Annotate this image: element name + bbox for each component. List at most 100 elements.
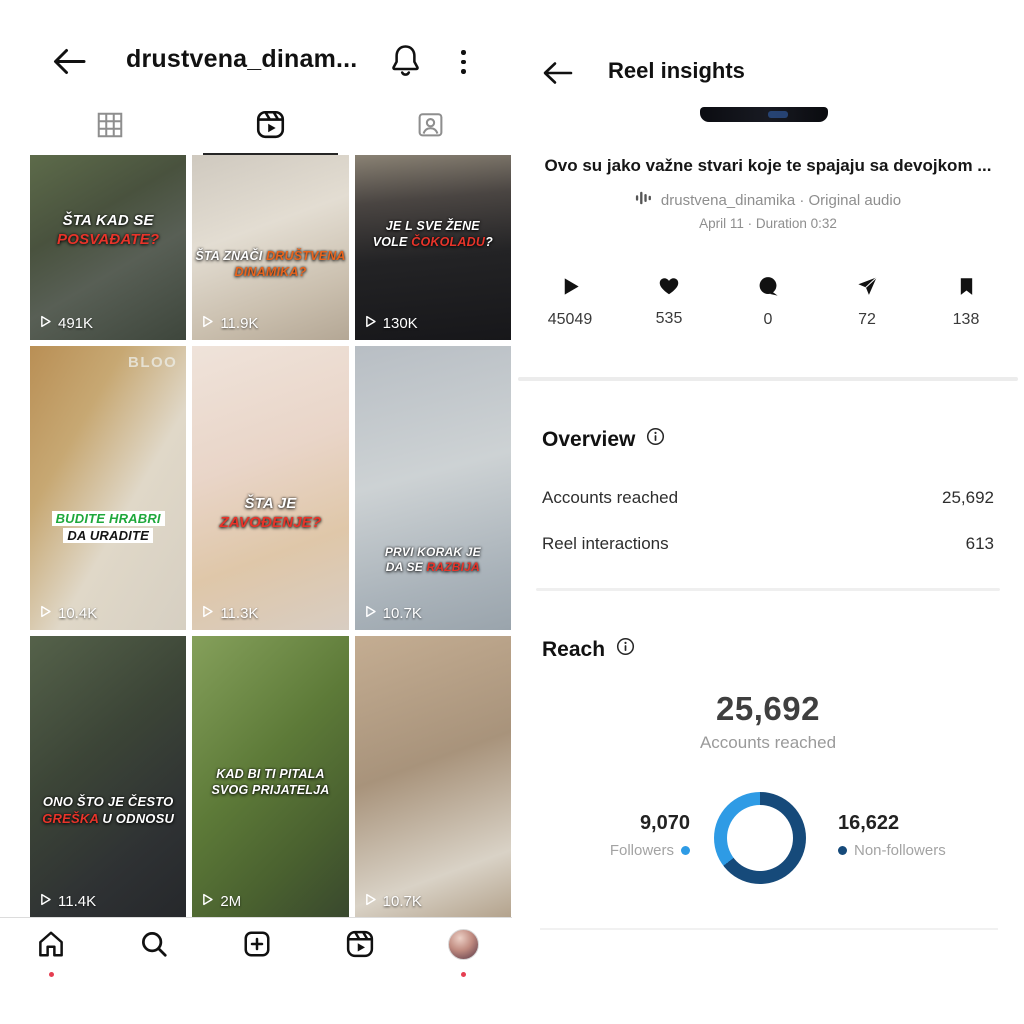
reels-icon xyxy=(255,109,286,145)
profile-avatar xyxy=(447,929,479,960)
notifications-bell-icon[interactable] xyxy=(390,44,421,82)
reel-view-count: 491K xyxy=(39,315,93,332)
stat-comment: 0 xyxy=(740,275,796,329)
stat-value: 0 xyxy=(763,311,773,328)
followers-dot xyxy=(681,846,690,855)
overview-row: Reel interactions 613 xyxy=(542,534,994,554)
notification-dot xyxy=(48,972,54,977)
overview-row-value: 25,692 xyxy=(942,488,994,507)
reel-thumbnail[interactable]: BUDITE HRABRI DA URADITE BLOO 10.4K xyxy=(30,346,187,630)
play-outline-icon xyxy=(364,893,377,910)
reel-thumbnail[interactable]: PRVI KORAK JE DA SE RAZBIJA 10.7K xyxy=(354,346,511,630)
reach-heading: Reach xyxy=(542,637,635,662)
play-icon xyxy=(559,275,582,303)
audio-label: drustvena_dinamika · Original audio xyxy=(660,191,902,209)
reel-view-count: 11.3K xyxy=(201,605,258,622)
tab-grid[interactable] xyxy=(30,100,190,154)
search-icon xyxy=(139,929,169,964)
overview-rows: Accounts reached 25,692 Reel interactions 6… xyxy=(542,488,994,580)
reel-caption-overlay: ŠTA ZNAČI DRUŠTVENA DINAMIKA? xyxy=(195,248,346,279)
heart-icon xyxy=(657,275,681,302)
overview-row-value: 613 xyxy=(965,534,994,553)
divider xyxy=(540,928,998,930)
stat-share: 72 xyxy=(839,275,895,329)
divider xyxy=(0,917,512,918)
reel-thumbnail[interactable]: ŠTA ZNAČI DRUŠTVENA DINAMIKA? 11.9K xyxy=(192,155,349,340)
reel-thumbnail[interactable]: JE L SVE ŽENE VOLE ČOKOLADU? 130K xyxy=(354,155,511,340)
reel-caption-overlay: ONO ŠTO JE ČESTO GREŠKA U ODNOSU xyxy=(42,793,175,826)
reel-view-count: 10.4K xyxy=(39,605,97,622)
reach-donut-chart xyxy=(714,792,806,884)
nav-reels[interactable] xyxy=(337,924,383,982)
stat-value: 535 xyxy=(655,310,683,327)
play-outline-icon xyxy=(364,315,377,332)
reel-view-count: 11.4K xyxy=(39,893,96,910)
reel-view-count: 2M xyxy=(201,893,241,910)
reel-caption-overlay: BUDITE HRABRI DA URADITE xyxy=(33,510,183,545)
legend-followers: 9,070 Followers xyxy=(560,812,690,859)
legend-non-followers: 16,622 Non-followers xyxy=(838,812,998,859)
stat-value: 45049 xyxy=(547,311,593,328)
reel-caption-overlay: JE L SVE ŽENE VOLE ČOKOLADU? xyxy=(372,218,493,250)
non-followers-dot xyxy=(838,846,847,855)
reels-icon xyxy=(345,929,375,964)
create-post-icon xyxy=(242,929,272,964)
stat-bookmark: 138 xyxy=(938,275,994,329)
non-followers-value: 16,622 xyxy=(838,812,900,834)
share-icon xyxy=(856,275,879,303)
reel-thumbnail[interactable]: ONO ŠTO JE ČESTO GREŠKA U ODNOSU 11.4K xyxy=(30,636,187,918)
info-icon[interactable] xyxy=(646,427,665,452)
nav-create[interactable] xyxy=(234,924,280,982)
notification-dot xyxy=(460,972,466,977)
stat-value: 72 xyxy=(858,311,876,328)
grid-icon xyxy=(95,110,125,145)
reel-date-duration: April 11 · Duration 0:32 xyxy=(699,216,837,231)
reel-insights-screen: Reel insights Ovo su jako važne stvari k… xyxy=(512,0,1024,1024)
play-outline-icon xyxy=(201,605,214,622)
tab-reels[interactable] xyxy=(190,100,350,155)
home-icon xyxy=(36,929,66,964)
stat-play: 45049 xyxy=(542,275,598,329)
reel-thumbnail[interactable]: KAD BI TI PITALA SVOG PRIJATELJA 2M xyxy=(192,636,349,918)
overview-heading: Overview xyxy=(542,427,665,452)
info-icon[interactable] xyxy=(616,637,635,662)
play-outline-icon xyxy=(364,605,377,622)
divider xyxy=(536,588,1000,591)
overview-row-label: Accounts reached xyxy=(542,488,679,507)
play-outline-icon xyxy=(39,315,52,332)
profile-title: drustvena_dinam... xyxy=(126,45,358,73)
reel-thumbnail[interactable]: 10.7K xyxy=(354,636,511,918)
more-options-icon[interactable] xyxy=(461,50,466,74)
nav-search[interactable] xyxy=(131,924,177,982)
nav-home[interactable] xyxy=(28,924,74,982)
reel-audio-row[interactable]: drustvena_dinamika · Original audio xyxy=(512,190,1024,210)
nav-profile[interactable] xyxy=(440,924,486,982)
reel-thumbnail[interactable]: ŠTA KAD SE POSVAĐATE? 491K xyxy=(30,155,187,340)
audio-waveform-icon xyxy=(635,190,653,210)
comment-icon xyxy=(757,275,780,303)
overview-heading-label: Overview xyxy=(542,427,636,451)
play-outline-icon xyxy=(39,605,52,622)
divider xyxy=(518,377,1018,381)
back-icon[interactable] xyxy=(542,61,573,90)
reach-heading-label: Reach xyxy=(542,637,606,661)
tab-tagged[interactable] xyxy=(351,100,511,154)
reel-view-count: 130K xyxy=(364,315,418,332)
followers-value: 9,070 xyxy=(639,812,690,834)
reel-video-thumbnail[interactable] xyxy=(700,107,828,122)
channel-watermark: BLOO xyxy=(127,354,178,371)
bookmark-icon xyxy=(956,275,977,303)
play-outline-icon xyxy=(201,315,214,332)
reel-stats-row: 45049 535 0 72 138 xyxy=(542,275,994,329)
back-icon[interactable] xyxy=(52,48,86,80)
reel-caption-overlay: KAD BI TI PITALA SVOG PRIJATELJA xyxy=(211,766,330,797)
overview-row-label: Reel interactions xyxy=(542,534,669,553)
reel-caption-overlay: PRVI KORAK JE DA SE RAZBIJA xyxy=(384,544,481,575)
reel-caption-overlay: ŠTA KAD SE POSVAĐATE? xyxy=(57,211,160,249)
reel-caption-overlay: ŠTA JE ZAVOĐENJE? xyxy=(219,494,322,532)
page-title: Reel insights xyxy=(608,58,745,83)
stat-value: 138 xyxy=(952,311,980,328)
accounts-reached-total: 25,692 xyxy=(716,690,820,727)
reel-thumbnail[interactable]: ŠTA JE ZAVOĐENJE? 11.3K xyxy=(192,346,349,630)
reels-grid: ŠTA KAD SE POSVAĐATE? 491K ŠTA ZNAČI DRUŠTV… xyxy=(30,155,511,918)
